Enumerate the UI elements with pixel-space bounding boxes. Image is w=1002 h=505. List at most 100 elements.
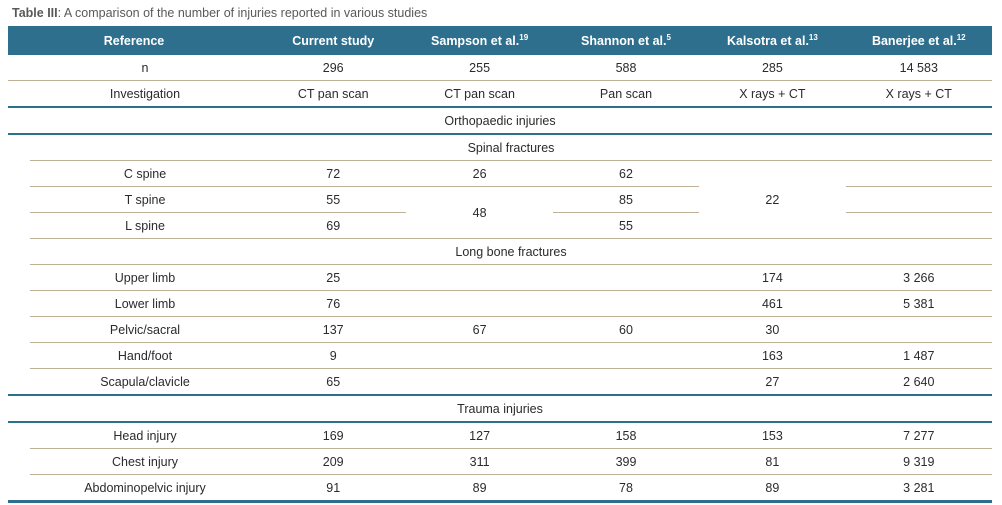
row-lower-limb: Lower limb 76 461 5 381 [8,290,992,317]
t-spine-current: 55 [260,186,407,213]
pelvic-sacral-current: 137 [260,316,407,343]
upper-limb-label: Upper limb [30,264,261,291]
investigation-shannon: Pan scan [552,80,700,108]
orthopaedic-section-label: Orthopaedic injuries [8,107,992,135]
pelvic-sacral-kalsotra: 30 [699,316,846,343]
hand-foot-label: Hand/foot [30,342,261,369]
header-kalsotra-label: Kalsotra et al. [726,33,809,48]
gutter-cell [8,291,30,317]
header-kalsotra-citation: 13 [808,32,818,42]
row-t-spine: T spine 55 48 85 [8,186,992,239]
l-spine-current: 69 [260,212,407,239]
hand-foot-shannon [552,342,700,369]
upper-limb-banerjee: 3 266 [845,264,992,291]
abdominopelvic-injury-current: 91 [260,474,407,503]
header-sampson-citation: 19 [519,32,529,42]
n-kalsotra: 285 [699,55,846,81]
investigation-label: Investigation [30,80,261,108]
trauma-section-label: Trauma injuries [8,395,992,423]
c-spine-current: 72 [260,160,407,187]
gutter-cell [8,343,30,369]
n-shannon: 588 [552,55,700,81]
header-shannon: Shannon et al.5 [552,26,700,55]
header-kalsotra: Kalsotra et al.13 [699,26,846,55]
header-banerjee-label: Banerjee et al. [871,33,957,48]
head-injury-label: Head injury [30,422,261,449]
hand-foot-kalsotra: 163 [699,342,846,369]
gutter-cell [8,422,30,449]
gutter-cell [8,474,30,503]
l-spine-label: L spine [30,212,261,239]
n-label: n [30,55,261,81]
hand-foot-current: 9 [260,342,407,369]
gutter-cell [8,161,30,187]
abdominopelvic-injury-sampson: 89 [406,474,553,503]
spine-kalsotra-merged: 22 [699,160,846,239]
gutter-cell [8,265,30,291]
table-caption-text: : A comparison of the number of injuries… [57,6,428,20]
chest-injury-sampson: 311 [406,448,553,475]
chest-injury-label: Chest injury [30,448,261,475]
abdominopelvic-injury-shannon: 78 [552,474,700,503]
gutter-cell [8,368,30,396]
c-spine-banerjee [845,160,992,187]
lower-limb-label: Lower limb [30,290,261,317]
header-current-study: Current study [260,26,407,55]
pelvic-sacral-banerjee [845,316,992,343]
investigation-kalsotra: X rays + CT [699,80,846,108]
gutter-cell [8,187,30,213]
row-pelvic-sacral: Pelvic/sacral 137 67 60 30 [8,316,992,343]
gutter-cell [8,134,30,161]
investigation-banerjee: X rays + CT [845,80,992,108]
scapula-clavicle-banerjee: 2 640 [845,368,992,396]
gutter-cell [8,317,30,343]
lower-limb-current: 76 [260,290,407,317]
n-sampson: 255 [406,55,553,81]
header-row: Reference Current study Sampson et al.19… [8,26,992,55]
header-shannon-citation: 5 [666,32,671,42]
lower-limb-shannon [552,290,700,317]
scapula-clavicle-shannon [552,368,700,396]
row-section-orthopaedic: Orthopaedic injuries [8,107,992,135]
header-shannon-label: Shannon et al. [581,33,667,48]
head-injury-sampson: 127 [406,422,553,449]
header-banerjee: Banerjee et al.12 [845,26,992,55]
row-upper-limb: Upper limb 25 174 3 266 [8,264,992,291]
upper-limb-shannon [552,264,700,291]
chest-injury-banerjee: 9 319 [845,448,992,475]
hand-foot-sampson [406,342,553,369]
c-spine-sampson: 26 [406,160,553,187]
head-injury-kalsotra: 153 [699,422,846,449]
gutter-cell [8,239,30,265]
header-sampson-label: Sampson et al. [431,33,520,48]
abdominopelvic-injury-kalsotra: 89 [699,474,846,503]
abdominopelvic-injury-banerjee: 3 281 [845,474,992,503]
scapula-clavicle-sampson [406,368,553,396]
scapula-clavicle-current: 65 [260,368,407,396]
l-spine-shannon: 55 [552,212,700,239]
row-section-trauma: Trauma injuries [8,395,992,423]
t-spine-shannon: 85 [552,186,700,213]
scapula-clavicle-label: Scapula/clavicle [30,368,261,396]
c-spine-label: C spine [30,160,261,187]
upper-limb-kalsotra: 174 [699,264,846,291]
row-head-injury: Head injury 169 127 158 153 7 277 [8,422,992,449]
upper-limb-sampson [406,264,553,291]
table-caption: Table III: A comparison of the number of… [12,6,427,20]
investigation-current: CT pan scan [260,80,407,108]
table-caption-number: Table III [12,6,58,20]
row-n: n 296 255 588 285 14 583 [8,55,992,81]
gutter-cell [8,55,30,81]
row-hand-foot: Hand/foot 9 163 1 487 [8,342,992,369]
pelvic-sacral-label: Pelvic/sacral [30,316,261,343]
t-spine-label: T spine [30,186,261,213]
n-current: 296 [260,55,407,81]
row-scapula-clavicle: Scapula/clavicle 65 27 2 640 [8,368,992,396]
header-sampson: Sampson et al.19 [406,26,553,55]
spinal-subsection-label: Spinal fractures [30,134,992,161]
comparison-table: Reference Current study Sampson et al.19… [8,26,992,503]
abdominopelvic-injury-label: Abdominopelvic injury [30,474,261,503]
lower-limb-banerjee: 5 381 [845,290,992,317]
chest-injury-kalsotra: 81 [699,448,846,475]
